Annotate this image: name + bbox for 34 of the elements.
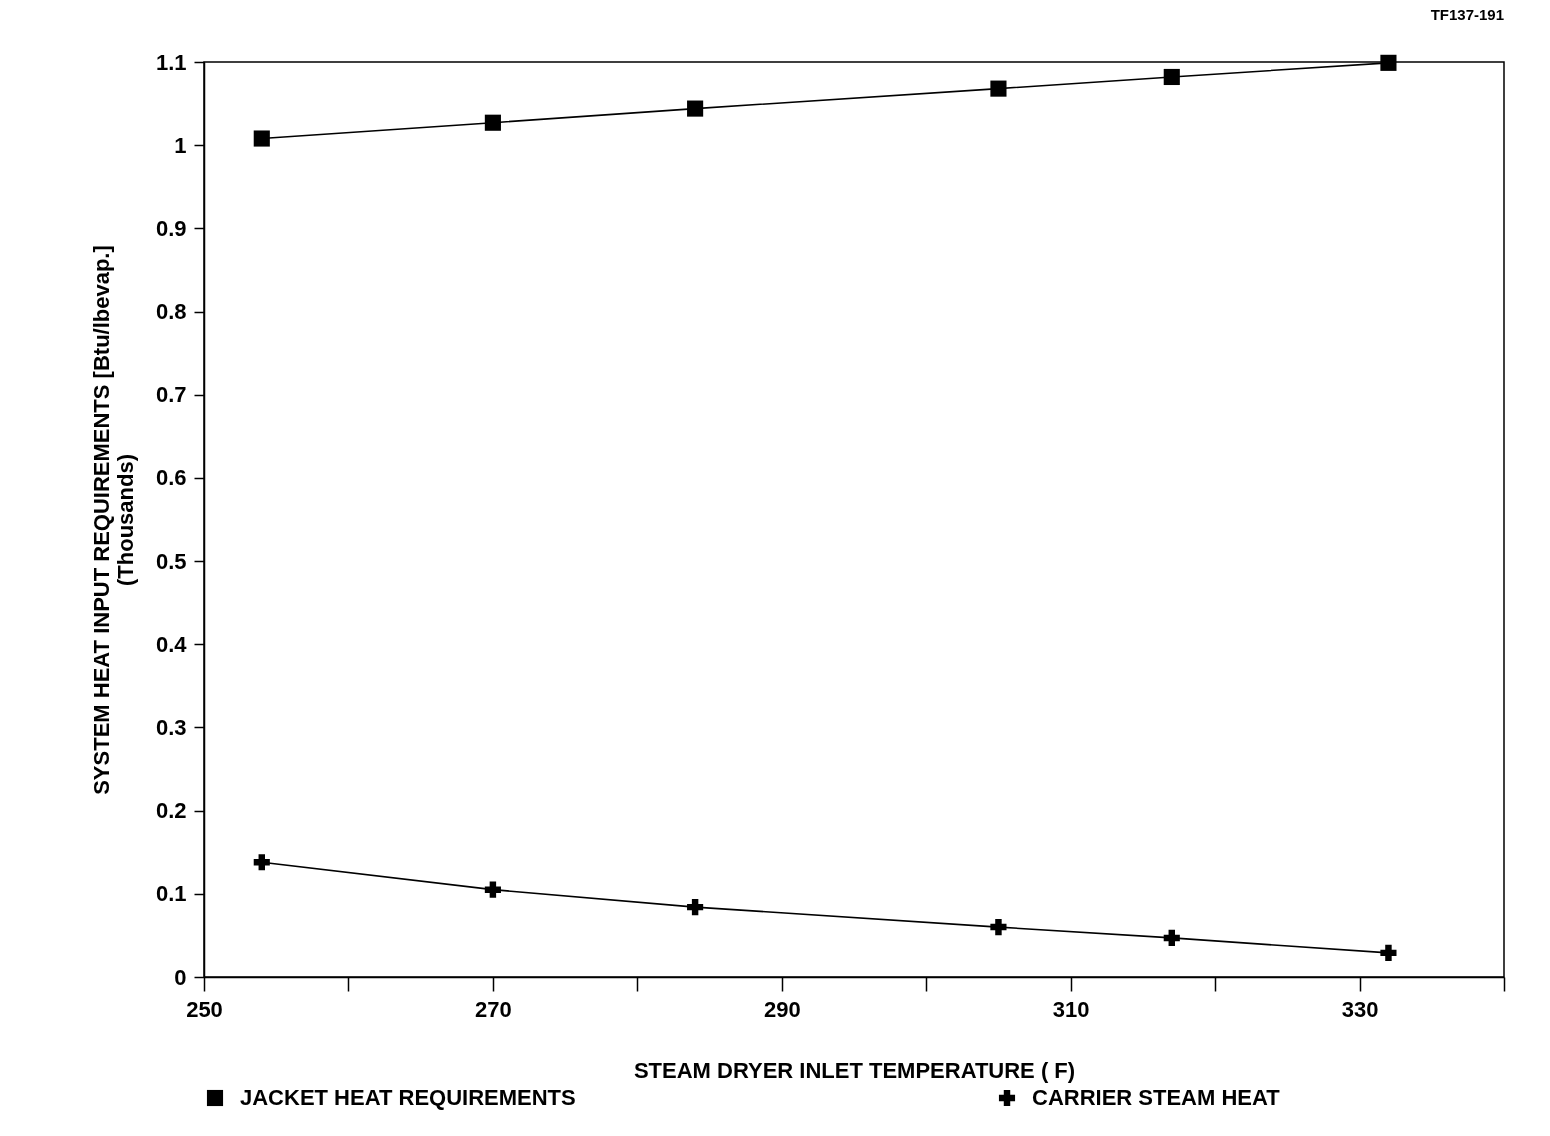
point bbox=[1163, 929, 1180, 946]
y-tick-label: 1.1 bbox=[155, 49, 187, 75]
x-tick-label: 250 bbox=[186, 996, 223, 1022]
y-tick-label: 0.3 bbox=[155, 714, 187, 740]
point bbox=[484, 114, 501, 131]
point bbox=[253, 130, 270, 147]
y-tick-label: 0.7 bbox=[155, 382, 187, 408]
x-axis-title: STEAM DRYER INLET TEMPERATURE ( F) bbox=[633, 1057, 1076, 1083]
y-tick-label: 0.8 bbox=[155, 299, 187, 325]
point bbox=[484, 881, 501, 898]
legend-label: JACKET HEAT REQUIREMENTS bbox=[240, 1085, 576, 1110]
y-tick-label: 0.2 bbox=[155, 798, 187, 824]
x-tick-label: 330 bbox=[1341, 996, 1379, 1022]
point bbox=[687, 100, 704, 117]
point bbox=[1380, 54, 1397, 71]
y-tick-label: 0.4 bbox=[155, 631, 188, 657]
y-axis-title: SYSTEM HEAT INPUT REQUIREMENTS [Btu/lbevap.] (Thousands) bbox=[88, 245, 138, 795]
point bbox=[1380, 944, 1397, 961]
y-tick-label: 0.9 bbox=[155, 215, 187, 241]
point bbox=[1163, 68, 1180, 86]
legend-label: CARRIER STEAM HEAT bbox=[1032, 1085, 1281, 1110]
point bbox=[990, 80, 1007, 97]
y-tick-label: 0 bbox=[174, 964, 187, 990]
x-tick-label: 310 bbox=[1052, 996, 1090, 1022]
y-tick-label: 0.1 bbox=[155, 881, 187, 907]
y-tick-label: 0.6 bbox=[155, 465, 187, 491]
text: TF137-191 bbox=[1430, 6, 1504, 23]
point bbox=[990, 919, 1007, 936]
x-tick-label: 290 bbox=[763, 996, 801, 1022]
point bbox=[253, 854, 270, 871]
y-tick-label: 1 bbox=[174, 132, 187, 158]
point bbox=[687, 899, 704, 916]
x-tick-label: 270 bbox=[475, 996, 512, 1022]
y-tick-label: 0.5 bbox=[155, 548, 187, 574]
